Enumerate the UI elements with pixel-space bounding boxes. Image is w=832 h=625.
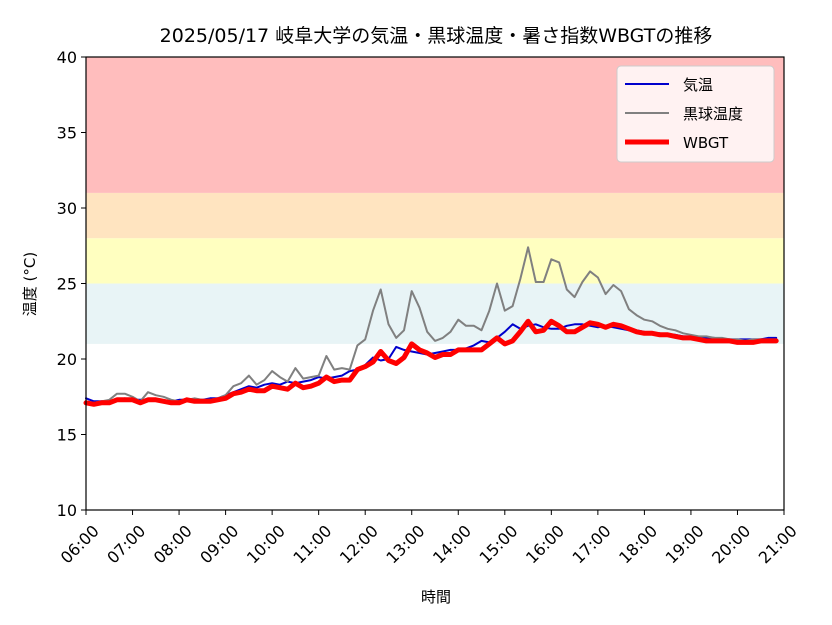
y-axis: 10 15 20 25 30 35 40 xyxy=(57,48,86,520)
y-tick-label: 15 xyxy=(57,426,77,445)
y-axis-title: 温度 (°C) xyxy=(21,252,39,316)
y-tick-label: 40 xyxy=(57,48,77,67)
x-tick-label: 18:00 xyxy=(615,521,661,567)
x-tick-label: 13:00 xyxy=(382,521,428,567)
series-lines xyxy=(83,246,779,407)
x-tick-label: 16:00 xyxy=(522,521,568,567)
x-tick-label: 17:00 xyxy=(569,521,615,567)
x-tick-label: 19:00 xyxy=(662,521,708,567)
x-tick-label: 08:00 xyxy=(150,521,196,567)
x-tick-label: 21:00 xyxy=(755,521,801,567)
x-tick-label: 07:00 xyxy=(103,521,149,567)
y-tick-label: 30 xyxy=(57,199,77,218)
y-tick-label: 25 xyxy=(57,275,77,294)
y-tick-label: 35 xyxy=(57,124,77,143)
x-tick-label: 10:00 xyxy=(243,521,289,567)
background-band-2 xyxy=(86,192,784,239)
x-tick-label: 14:00 xyxy=(429,521,475,567)
chart-title: 2025/05/17 岐阜大学の気温・黒球温度・暑さ指数WBGTの推移 xyxy=(160,25,713,47)
x-axis: 06:00 07:00 08:00 09:00 10:00 11:00 12:00 13:00… xyxy=(57,510,801,567)
legend-box xyxy=(616,65,775,163)
x-tick-label: 15:00 xyxy=(476,521,522,567)
x-tick-label: 09:00 xyxy=(196,521,242,567)
x-tick-label: 06:00 xyxy=(57,521,103,567)
x-tick-label: 11:00 xyxy=(289,521,335,567)
legend-label-0: 気温 xyxy=(683,76,713,94)
x-axis-title: 時間 xyxy=(421,588,451,606)
x-tick-label: 12:00 xyxy=(336,521,382,567)
y-tick-label: 20 xyxy=(57,350,77,369)
background-band-1 xyxy=(86,238,784,284)
legend-label-2: WBGT xyxy=(683,134,729,152)
series-line-2 xyxy=(83,318,779,407)
x-tick-label: 20:00 xyxy=(708,521,754,567)
y-tick-label: 10 xyxy=(57,501,77,520)
legend-label-1: 黒球温度 xyxy=(683,105,743,123)
